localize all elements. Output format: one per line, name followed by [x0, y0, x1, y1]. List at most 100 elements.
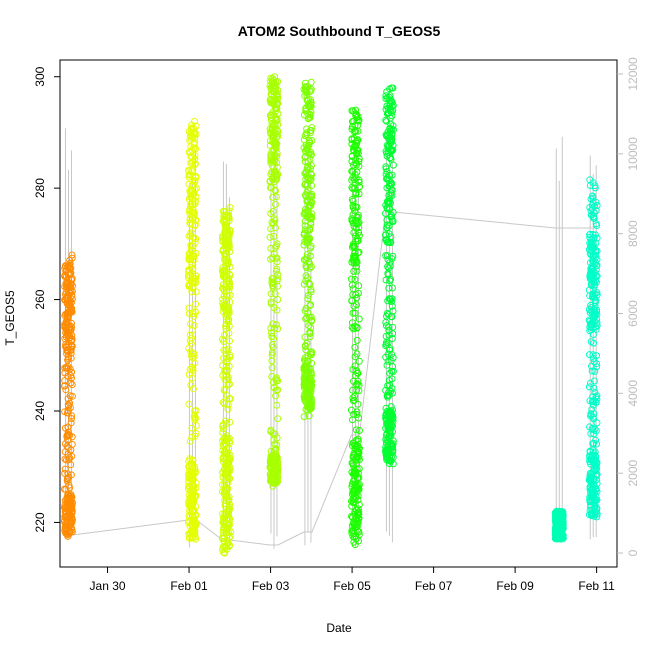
- data-point: [222, 462, 230, 470]
- data-point: [352, 219, 360, 227]
- data-point: [192, 511, 200, 519]
- data-point: [191, 432, 199, 440]
- y-tick-label: 280: [33, 178, 47, 198]
- data-point: [355, 176, 363, 184]
- data-point: [187, 242, 195, 250]
- data-point: [226, 532, 234, 540]
- data-point: [191, 197, 199, 205]
- data-point: [187, 264, 195, 272]
- data-point: [269, 343, 277, 351]
- data-point: [303, 314, 310, 322]
- data-point: [384, 128, 392, 136]
- data-point: [354, 450, 362, 458]
- data-point: [271, 324, 279, 332]
- data-point: [593, 363, 601, 371]
- data-point: [187, 246, 195, 254]
- data-point: [188, 468, 196, 476]
- data-point: [586, 448, 594, 456]
- series-8: [551, 507, 567, 543]
- data-point: [349, 478, 357, 485]
- data-point: [590, 355, 597, 362]
- data-point: [186, 507, 194, 515]
- data-point: [68, 415, 75, 423]
- data-point: [388, 367, 396, 375]
- data-point: [220, 548, 227, 556]
- data-point: [187, 229, 195, 237]
- data-point: [387, 128, 394, 136]
- data-point: [383, 175, 391, 183]
- data-point: [222, 453, 230, 460]
- data-point: [592, 427, 600, 435]
- data-point: [225, 521, 233, 529]
- data-point: [349, 394, 357, 402]
- series-6: [348, 106, 363, 549]
- data-point: [219, 207, 227, 215]
- data-point: [593, 392, 601, 400]
- data-point: [66, 286, 74, 294]
- data-point: [591, 448, 599, 456]
- data-point: [385, 323, 393, 331]
- data-point: [219, 284, 226, 292]
- data-point: [61, 322, 69, 330]
- data-point: [383, 221, 391, 229]
- data-point: [382, 105, 390, 113]
- data-point: [222, 362, 230, 370]
- data-point: [306, 244, 314, 252]
- data-point: [61, 517, 68, 525]
- data-point: [388, 137, 396, 145]
- data-point: [270, 384, 278, 391]
- secondary-trace-line: [64, 211, 598, 546]
- data-point: [351, 276, 359, 283]
- data-point: [225, 213, 232, 221]
- data-point: [185, 474, 193, 482]
- data-point: [353, 267, 361, 275]
- data-point: [64, 432, 72, 440]
- data-point: [348, 406, 355, 414]
- data-point: [304, 115, 312, 123]
- chart-title: ATOM2 Southbound T_GEOS5: [238, 23, 441, 39]
- data-point: [386, 154, 394, 162]
- data-point: [222, 283, 230, 291]
- data-point: [188, 288, 196, 296]
- data-point: [589, 213, 597, 221]
- secondary-y-axis: 0 2000 4000 6000 8000 10000 12000: [617, 57, 640, 556]
- data-point: [62, 513, 70, 521]
- data-point: [589, 255, 597, 263]
- data-point: [270, 232, 278, 240]
- data-point: [589, 331, 597, 338]
- x-tick-label: Feb 11: [578, 579, 615, 593]
- data-point: [382, 276, 390, 284]
- data-point: [187, 149, 194, 157]
- data-point: [225, 444, 233, 452]
- data-point: [554, 535, 562, 543]
- y-tick-label: 300: [33, 66, 47, 86]
- data-point: [307, 388, 315, 396]
- data-point: [352, 110, 360, 118]
- data-point: [303, 363, 311, 371]
- data-point: [589, 240, 597, 248]
- data-point: [272, 176, 280, 184]
- data-point: [219, 514, 227, 522]
- data-point: [382, 414, 390, 422]
- data-point: [351, 467, 359, 475]
- secondary-y-tick-label: 10000: [626, 137, 640, 171]
- data-point: [185, 232, 193, 240]
- data-point: [185, 502, 193, 510]
- data-point: [65, 473, 73, 481]
- data-point: [351, 442, 359, 450]
- secondary-y-tick-label: 8000: [626, 220, 640, 247]
- data-point: [353, 336, 361, 344]
- data-point: [382, 404, 390, 412]
- data-point: [387, 106, 395, 114]
- data-point: [66, 502, 74, 510]
- data-point: [386, 136, 394, 144]
- data-point: [272, 375, 280, 383]
- data-point: [589, 397, 597, 405]
- series-5: [300, 78, 316, 421]
- data-point: [272, 321, 280, 329]
- data-point: [389, 122, 397, 130]
- data-point: [303, 389, 311, 397]
- data-point: [351, 362, 359, 370]
- data-point: [306, 328, 314, 336]
- data-point: [353, 350, 361, 358]
